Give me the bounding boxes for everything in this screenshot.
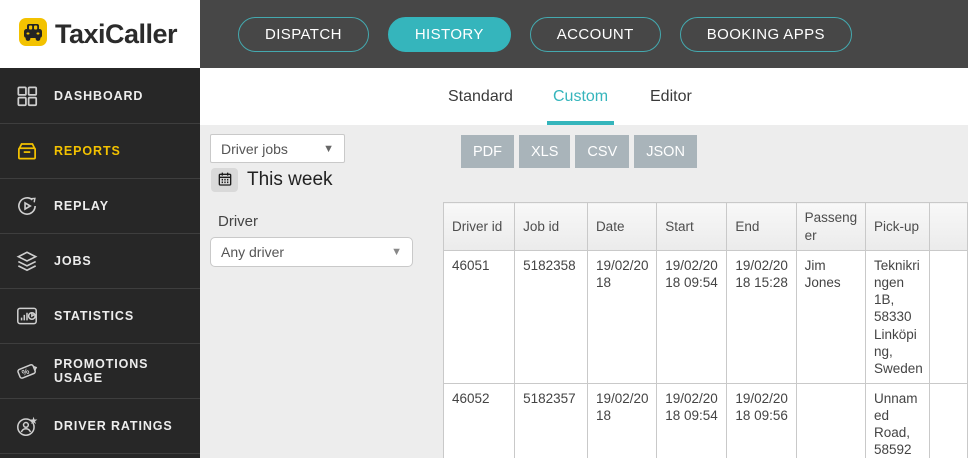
driver-select-value: Any driver (221, 244, 285, 260)
table-header-row: Driver id Job id Date Start End Passenge… (443, 202, 968, 251)
sidebar-item-label: REPORTS (54, 144, 121, 158)
calendar-button[interactable] (211, 168, 238, 192)
sidebar-item-label: STATISTICS (54, 309, 135, 323)
chevron-down-icon: ▼ (323, 142, 334, 155)
calendar-icon (217, 171, 233, 190)
cell-clipped (928, 250, 968, 384)
col-pick-up: Pick-up (865, 202, 930, 251)
svg-text:★: ★ (30, 415, 39, 425)
sidebar-item-label: JOBS (54, 254, 92, 268)
report-tabs: Standard Custom Editor (200, 68, 968, 125)
col-passenger: Passenger (795, 202, 867, 251)
cell-passenger (795, 382, 867, 458)
tab-standard[interactable]: Standard (448, 87, 513, 105)
statistics-chart-icon (13, 302, 41, 330)
export-buttons: PDF XLS CSV JSON (461, 135, 697, 168)
svg-text:%: % (20, 366, 31, 377)
sidebar-item-partial (0, 453, 200, 458)
dashboard-grid-icon (13, 82, 41, 110)
chevron-down-icon: ▼ (391, 246, 402, 258)
nav-history-button[interactable]: HISTORY (387, 16, 511, 52)
cell-clipped (928, 382, 968, 458)
col-clipped (928, 202, 968, 251)
top-navigation: DISPATCH HISTORY ACCOUNT BOOKING APPS (200, 0, 968, 68)
cell-driver-id: 46052 (443, 382, 516, 458)
sidebar-item-dashboard[interactable]: DASHBOARD (0, 68, 200, 123)
period-label[interactable]: This week (247, 169, 333, 190)
cell-end: 19/02/2018 15:28 (726, 250, 797, 384)
export-json-button[interactable]: JSON (634, 135, 697, 168)
cell-start: 19/02/2018 09:54 (656, 250, 728, 384)
report-type-select[interactable]: Driver jobs ▼ (210, 134, 345, 163)
col-job-id: Job id (514, 202, 588, 251)
cell-pick-up: Unnamed Road, 58592 Linköping, Sweden (865, 382, 930, 458)
results-table-container[interactable]: Driver id Job id Date Start End Passenge… (443, 202, 968, 458)
driver-jobs-table: Driver id Job id Date Start End Passenge… (443, 202, 968, 458)
export-pdf-button[interactable]: PDF (461, 135, 514, 168)
sidebar-item-statistics[interactable]: STATISTICS (0, 288, 200, 343)
brand-name: TaxiCaller (55, 18, 178, 49)
col-end: End (726, 202, 797, 251)
report-content: Driver jobs ▼ PDF XLS CSV JSON This week (200, 125, 968, 458)
table-row: 46052 5182357 19/02/2018 19/02/2018 09:5… (443, 382, 968, 458)
reports-box-icon (13, 137, 41, 165)
export-xls-button[interactable]: XLS (519, 135, 571, 168)
cell-driver-id: 46051 (443, 250, 516, 384)
cell-date: 19/02/2018 (586, 250, 658, 384)
sidebar-item-label: REPLAY (54, 199, 109, 213)
logo[interactable]: TaxiCaller (0, 0, 200, 68)
sidebar-item-promotions-usage[interactable]: % PROMOTIONS USAGE (0, 343, 200, 398)
cell-start: 19/02/2018 09:54 (656, 382, 728, 458)
driver-select[interactable]: Any driver ▼ (210, 237, 413, 267)
export-csv-button[interactable]: CSV (575, 135, 630, 168)
sidebar-item-reports[interactable]: REPORTS (0, 123, 200, 178)
cell-passenger: Jim Jones (795, 250, 867, 384)
sidebar-item-label: PROMOTIONS USAGE (54, 357, 149, 385)
col-start: Start (656, 202, 728, 251)
sidebar-item-jobs[interactable]: JOBS (0, 233, 200, 288)
period-selector: This week (211, 168, 333, 192)
nav-dispatch-button[interactable]: DISPATCH (238, 16, 369, 52)
sidebar-item-replay[interactable]: REPLAY (0, 178, 200, 233)
table-row: 46051 5182358 19/02/2018 19/02/2018 09:5… (443, 250, 968, 384)
tab-editor[interactable]: Editor (650, 87, 692, 105)
col-date: Date (586, 202, 658, 251)
jobs-layers-icon (13, 247, 41, 275)
col-driver-id: Driver id (443, 202, 516, 251)
cell-end: 19/02/2018 09:56 (726, 382, 797, 458)
sidebar: DASHBOARD REPORTS REPLAY (0, 68, 200, 458)
tab-custom[interactable]: Custom (546, 68, 615, 125)
replay-icon (13, 192, 41, 220)
sidebar-item-label: DRIVER RATINGS (54, 419, 173, 433)
sidebar-item-label: DASHBOARD (54, 88, 144, 103)
cell-date: 19/02/2018 (586, 382, 658, 458)
taxicaller-logo-icon (18, 17, 48, 52)
cell-pick-up: Teknikringen 1B, 58330 Linköping, Sweden (865, 250, 930, 384)
cell-job-id: 5182358 (514, 250, 588, 384)
report-type-value: Driver jobs (221, 140, 288, 157)
sidebar-item-driver-ratings[interactable]: ★ DRIVER RATINGS (0, 398, 200, 453)
cell-job-id: 5182357 (514, 382, 588, 458)
driver-ratings-icon: ★ (13, 412, 41, 440)
nav-account-button[interactable]: ACCOUNT (529, 16, 661, 52)
nav-booking-apps-button[interactable]: BOOKING APPS (679, 16, 852, 52)
promotions-tag-icon: % (13, 357, 41, 385)
driver-filter-label: Driver (218, 213, 258, 230)
